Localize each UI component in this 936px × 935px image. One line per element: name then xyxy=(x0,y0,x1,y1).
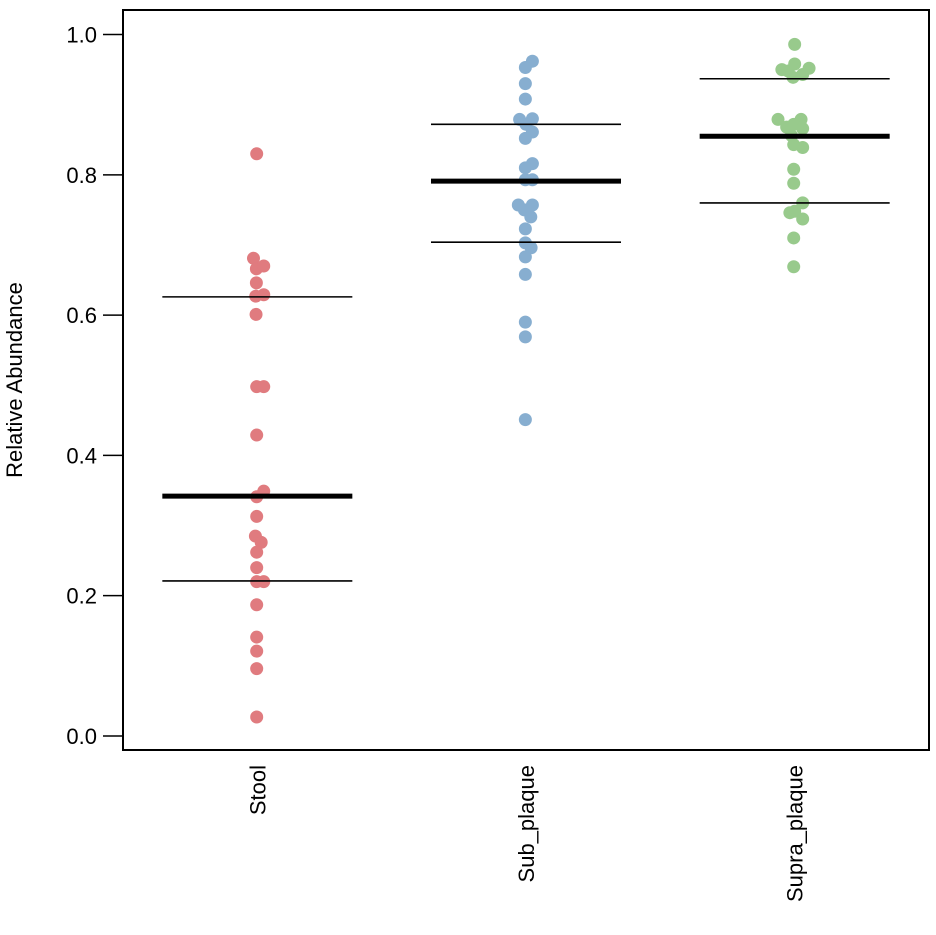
data-point xyxy=(257,288,271,302)
data-point xyxy=(250,662,264,676)
x-category-label: Supra_plaque xyxy=(783,765,808,902)
data-point xyxy=(518,267,532,281)
data-point xyxy=(518,413,532,427)
data-point xyxy=(249,276,263,290)
data-point xyxy=(788,37,802,51)
data-point xyxy=(518,131,532,145)
data-point xyxy=(524,210,538,224)
data-point xyxy=(254,535,268,549)
data-point xyxy=(250,147,264,161)
summary-lines-layer xyxy=(162,77,890,582)
data-point xyxy=(250,561,264,575)
data-point xyxy=(796,68,810,82)
data-point xyxy=(796,122,810,136)
data-point xyxy=(771,112,785,126)
data-point xyxy=(250,630,264,644)
data-point xyxy=(796,212,810,226)
data-point xyxy=(250,710,264,724)
data-point xyxy=(518,92,532,106)
data-point xyxy=(788,204,802,218)
y-tick-label: 0.0 xyxy=(66,724,97,749)
data-point xyxy=(249,307,263,321)
data-point xyxy=(250,428,264,442)
data-point xyxy=(250,644,264,658)
data-point xyxy=(787,231,801,245)
plot-frame xyxy=(122,9,930,751)
y-axis-title: Relative Abundance xyxy=(2,282,27,478)
data-point xyxy=(518,77,532,91)
data-point xyxy=(250,509,264,523)
x-category-label: Sub_plaque xyxy=(514,765,539,882)
y-tick-label: 0.8 xyxy=(66,163,97,188)
y-axis: 0.0 0.2 0.4 0.6 0.8 1.0 xyxy=(66,23,123,749)
data-point xyxy=(787,176,801,190)
y-tick-label: 0.6 xyxy=(66,303,97,328)
data-point xyxy=(518,315,532,329)
data-point xyxy=(787,162,801,176)
data-point xyxy=(518,161,532,175)
data-point xyxy=(250,545,264,559)
y-tick-label: 0.4 xyxy=(66,443,97,468)
x-category-label: Stool xyxy=(245,765,270,815)
y-tick-label: 0.2 xyxy=(66,584,97,609)
data-point xyxy=(250,598,264,612)
data-point xyxy=(518,61,532,75)
data-point xyxy=(257,259,271,273)
y-tick-label: 1.0 xyxy=(66,23,97,48)
data-point xyxy=(518,330,532,344)
data-point xyxy=(518,250,532,264)
data-point xyxy=(787,260,801,274)
x-axis-labels: Stool Sub_plaque Supra_plaque xyxy=(245,765,807,902)
data-point xyxy=(257,380,271,394)
points-layer xyxy=(246,37,816,724)
data-point xyxy=(796,140,810,154)
data-point xyxy=(246,251,260,265)
data-point xyxy=(518,222,532,236)
